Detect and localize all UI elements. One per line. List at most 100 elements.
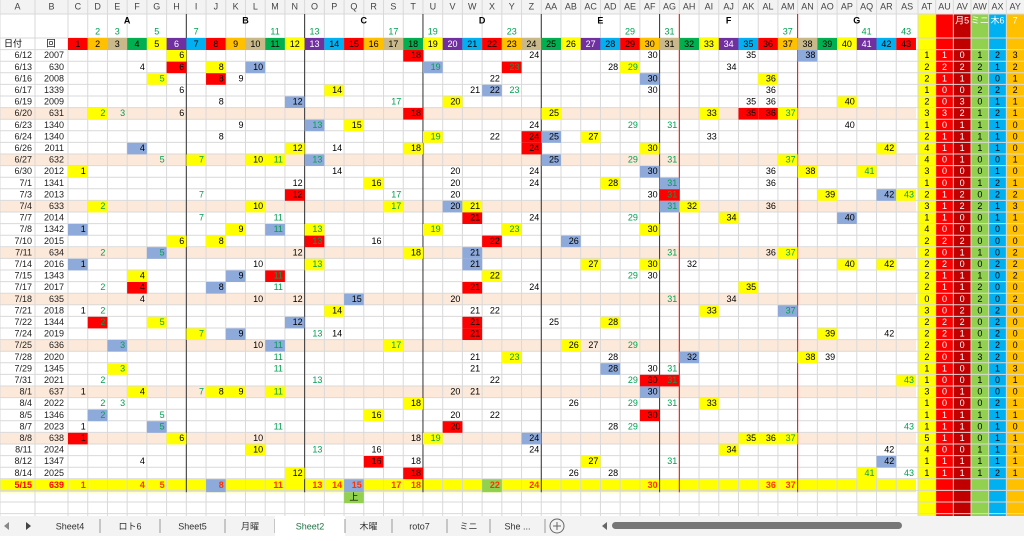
summary-cell: 4	[924, 224, 929, 234]
number-cell: 21	[470, 247, 480, 257]
summary-cell: 1	[924, 456, 929, 466]
number-cell: 36	[766, 85, 776, 95]
number-cell-fill	[245, 200, 266, 213]
prime-marker: 41	[862, 26, 872, 36]
round-cell: 2007	[44, 50, 64, 60]
summary-cell: 2	[995, 259, 1000, 269]
summary-cell: 4	[924, 155, 929, 165]
number-cell-fill	[403, 142, 423, 155]
summary-cell: 1	[942, 271, 947, 281]
prime-marker: 2	[95, 26, 100, 36]
number-header: 14	[329, 39, 339, 49]
number-cell: 31	[667, 120, 677, 130]
number-cell: 34	[726, 62, 736, 72]
number-cell-fill	[639, 73, 660, 85]
date-cell: 8/12	[14, 456, 32, 466]
round-cell: 2017	[44, 282, 64, 292]
number-cell: 31	[667, 294, 677, 304]
round-cell: 1345	[44, 363, 64, 373]
number-cell: 6	[179, 85, 184, 95]
number-cell: 1	[81, 259, 86, 269]
summary-cell: 3	[924, 166, 929, 176]
shaded-row	[0, 108, 916, 120]
number-cell: 42	[884, 259, 894, 269]
summary-cell: 1	[960, 120, 965, 130]
date-cell: 7/7	[19, 213, 32, 223]
number-cell: 20	[450, 97, 460, 107]
summary-cell: 0	[960, 294, 965, 304]
number-cell: 19	[431, 62, 441, 72]
number-cell: 10	[253, 294, 263, 304]
number-cell: 6	[179, 50, 184, 60]
round-cell: 2019	[44, 329, 64, 339]
date-cell: 7/15	[14, 271, 32, 281]
summary-cell: 0	[977, 421, 982, 431]
number-header-cell	[600, 38, 621, 50]
number-cell: 42	[884, 445, 894, 455]
add-sheet[interactable]	[549, 518, 565, 534]
column-letter: K	[233, 1, 239, 11]
number-cell: 17	[391, 97, 401, 107]
number-cell: 24	[529, 480, 539, 490]
number-cell-fill	[620, 61, 640, 74]
number-header-cell	[501, 38, 522, 50]
tab-scroll-right[interactable]	[26, 522, 31, 530]
summary-cell: 0	[1013, 317, 1018, 327]
summary-cell: 0	[942, 398, 947, 408]
round-cell: 2020	[44, 352, 64, 362]
hscroll-left[interactable]	[602, 522, 607, 530]
sheet-tab[interactable]: Sheet4	[56, 521, 85, 531]
sheet-tab[interactable]: 月曜	[241, 521, 259, 531]
sheet-tab[interactable]: Sheet2	[296, 521, 325, 531]
number-cell-fill	[324, 84, 345, 97]
column-letter: AR	[880, 1, 893, 11]
sheet-tab[interactable]: Sheet5	[178, 521, 207, 531]
number-cell-fill	[521, 142, 542, 155]
summary-cell: 0	[960, 398, 965, 408]
tab-scroll-left[interactable]	[4, 522, 9, 530]
summary-cell: 2	[924, 271, 929, 281]
summary-cell: 1	[977, 120, 982, 130]
summary-cell: 2	[924, 189, 929, 199]
sheet-tab[interactable]: ミニ	[459, 521, 477, 531]
number-cell: 25	[549, 155, 559, 165]
summary-cell: 2	[977, 294, 982, 304]
date-cell: 6/13	[14, 62, 32, 72]
tab-active[interactable]	[275, 516, 345, 536]
summary-cell: 2	[995, 189, 1000, 199]
number-cell: 28	[608, 352, 618, 362]
summary-cell: 0	[942, 340, 947, 350]
number-cell: 8	[219, 62, 224, 72]
number-cell: 5	[160, 155, 165, 165]
hscroll-thumb[interactable]	[612, 522, 902, 529]
round-cell: 1343	[44, 271, 64, 281]
number-header: 4	[135, 39, 140, 49]
number-cell: 2	[100, 201, 105, 211]
number-cell: 16	[372, 178, 382, 188]
summary-cell: 0	[942, 445, 947, 455]
summary-cell: 2	[924, 317, 929, 327]
sheet-tab[interactable]: ロト6	[118, 521, 141, 531]
number-cell-fill	[659, 177, 680, 190]
number-header: 7	[194, 39, 199, 49]
number-cell-fill	[639, 142, 660, 155]
number-header: 33	[704, 39, 714, 49]
number-cell-fill	[245, 444, 266, 456]
number-cell: 4	[140, 271, 145, 281]
sheet-tab[interactable]: 木曜	[359, 520, 377, 531]
sheet-tab[interactable]: She ...	[504, 521, 530, 531]
sheet-tab[interactable]: roto7	[409, 521, 430, 531]
number-cell: 40	[845, 120, 855, 130]
number-cell-fill	[186, 154, 207, 166]
number-cell: 31	[667, 201, 677, 211]
summary-cell: 0	[960, 224, 965, 234]
date-cell: 6/16	[14, 73, 32, 83]
number-cell: 20	[450, 410, 460, 420]
date-cell: 7/8	[19, 224, 32, 234]
number-cell-fill	[383, 200, 404, 213]
number-cell: 2	[100, 282, 105, 292]
summary-cell: 0	[977, 398, 982, 408]
summary-cell: 0	[977, 155, 982, 165]
number-cell: 5	[160, 410, 165, 420]
number-cell-fill	[127, 386, 147, 398]
